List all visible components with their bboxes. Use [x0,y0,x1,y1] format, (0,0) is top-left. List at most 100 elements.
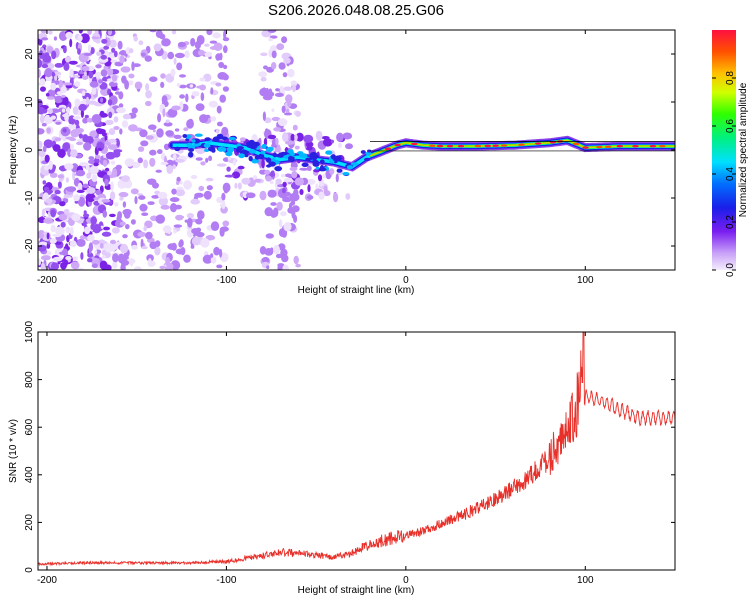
ridge-clump [251,158,259,164]
noise-blob [299,189,304,195]
noise-blob [52,233,62,238]
noise-blob [74,127,84,134]
noise-blob [111,227,120,234]
noise-blob [282,132,289,142]
noise-blob [63,46,67,54]
noise-blob [189,84,194,88]
noise-blob [85,164,90,171]
noise-blob [191,91,200,97]
ridge-clump [244,153,249,158]
noise-blob [187,217,193,228]
noise-blob [102,132,107,137]
noise-blob [306,195,314,200]
noise-blob [87,100,97,105]
noise-blob [109,239,117,245]
noise-blob [139,203,148,212]
noise-blob [179,180,183,185]
ridge-clump [318,167,327,172]
ridge-clump [182,133,188,139]
ridge-hotspot [500,144,508,147]
noise-blob [231,171,241,179]
noise-blob [210,221,220,232]
noise-blob [63,194,70,199]
noise-blob [46,127,51,134]
noise-blob [277,263,285,268]
noise-blob [82,90,86,97]
ridge-clump [238,153,245,159]
noise-blob [184,50,190,59]
noise-blob [330,139,334,144]
noise-blob [110,181,114,192]
noise-blob [305,141,314,148]
noise-blob [94,249,98,254]
noise-blob [317,174,323,182]
noise-blob [306,178,316,185]
ridge-clump [248,149,257,154]
noise-blob [107,99,113,106]
noise-blob [90,47,95,55]
noise-blob [131,61,135,71]
noise-blob [82,74,89,80]
noise-blob [116,107,126,114]
noise-blob [335,173,339,183]
ridge-clump [194,133,203,137]
noise-blob [144,55,152,62]
noise-blob [279,219,283,228]
ridge-clump [222,147,227,152]
noise-blob [122,201,127,208]
noise-blob [188,118,194,127]
x-tick-label: -200 [37,275,57,286]
noise-blob [194,41,201,50]
noise-blob [287,101,292,108]
x-tick-label: 100 [577,575,594,586]
noise-blob [145,135,154,140]
noise-blob [80,108,84,118]
noise-blob [338,142,342,148]
y-tick-label: -20 [24,238,35,253]
noise-blob [76,153,83,158]
y-tick-label: -10 [24,190,35,205]
noise-blob [89,81,99,88]
noise-blob [283,112,293,116]
ridge-hotspot [616,144,623,148]
noise-blob [291,170,298,179]
noise-blob [89,165,99,175]
noise-blob [267,207,272,211]
x-tick-label: 0 [403,275,409,286]
noise-blob [145,100,152,107]
noise-blob [134,81,143,90]
noise-blob [202,254,213,264]
ridge-hotspot [582,146,589,149]
noise-blob [108,138,117,143]
noise-blob [274,92,284,97]
noise-blob [39,50,43,55]
noise-blob [268,37,274,42]
noise-blob [275,253,283,259]
noise-blob [101,231,112,237]
noise-blob [49,238,57,244]
ridge-hotspot [411,142,418,146]
noise-blob [194,192,204,198]
noise-blob [149,76,158,82]
ridge-clump [261,143,267,149]
noise-blob [77,34,83,42]
noise-blob [138,40,144,46]
noise-blob [159,33,166,40]
noise-blob [216,105,222,114]
noise-blob [291,205,300,213]
noise-blob [147,258,152,267]
noise-blob [219,248,223,258]
noise-blob [57,149,66,158]
noise-blob [79,33,90,44]
noise-blob [259,190,267,201]
noise-blob [73,194,80,202]
noise-blob [120,66,131,73]
noise-blob [290,200,296,206]
noise-blob [87,234,95,242]
noise-blob [66,186,77,193]
noise-blob [118,103,124,108]
noise-blob [278,62,286,70]
noise-blob [254,178,262,183]
